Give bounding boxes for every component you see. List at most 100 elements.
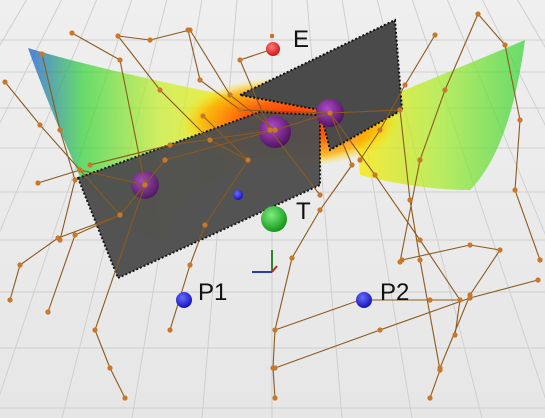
tether-joint — [237, 107, 243, 113]
tether-joint — [327, 110, 333, 116]
tether-line — [187, 29, 331, 114]
tether-joint — [452, 332, 458, 338]
tether-joint — [45, 309, 51, 315]
tether-joint — [272, 365, 278, 371]
tether-line — [401, 244, 501, 369]
tether-line — [274, 279, 539, 369]
tether-joint — [185, 27, 191, 33]
tether-joint — [427, 395, 433, 401]
tether-joint — [87, 162, 93, 168]
tether-joint — [407, 197, 413, 203]
tether-joint — [77, 167, 83, 173]
tether-joint — [417, 157, 423, 163]
tether-joint — [72, 232, 78, 238]
tether-joint — [167, 327, 173, 333]
wall-front — [76, 110, 321, 280]
tether-joint — [399, 257, 405, 263]
tether-joint — [57, 237, 63, 243]
tether-line — [239, 48, 321, 196]
axis-gizmo — [252, 250, 278, 273]
tether-joint — [245, 157, 251, 163]
tether-joint — [7, 297, 13, 303]
tether-joint — [122, 395, 128, 401]
tether-line — [41, 53, 76, 241]
tether-joint — [197, 77, 203, 83]
tether-joint — [432, 32, 438, 38]
tether-joint — [457, 297, 463, 303]
tether-joint — [157, 87, 163, 93]
tether-joint — [115, 33, 121, 39]
tether-joint — [17, 262, 23, 268]
tether-joint — [272, 327, 278, 333]
tether-joint — [427, 297, 433, 303]
tether-joint — [35, 180, 41, 186]
tether-line — [71, 32, 146, 399]
tether-joint — [317, 192, 323, 198]
tether-joint — [37, 122, 43, 128]
tether-joint — [537, 257, 543, 263]
tether-joint — [2, 79, 8, 85]
tether-joint — [372, 172, 378, 178]
tether-joint — [57, 127, 63, 133]
tether-joint — [417, 237, 423, 243]
wall-back — [236, 18, 404, 152]
tether-joint — [272, 127, 278, 133]
tether-joint — [417, 257, 423, 263]
marker-p2-blue-sphere[interactable] — [356, 292, 372, 308]
tether-joint — [202, 222, 208, 228]
tether-joint — [377, 127, 383, 133]
tether-joint — [467, 295, 473, 301]
marker-label-p2: P2 — [380, 279, 410, 306]
tether-joint — [92, 327, 98, 333]
marker-label-p1: P1 — [198, 279, 228, 306]
tether-joint — [147, 37, 153, 43]
tether-joint — [237, 57, 243, 63]
tether-joint — [187, 262, 193, 268]
small-blue-sphere — [233, 190, 243, 200]
tether-line — [274, 299, 460, 331]
tether-joint — [349, 162, 355, 168]
tether-joint — [272, 395, 278, 401]
tether-joints — [2, 11, 543, 401]
marker-t-green-sphere[interactable] — [261, 206, 287, 232]
tether-joint — [535, 277, 541, 283]
tether-joint — [475, 11, 481, 17]
tether-joint — [200, 113, 206, 119]
marker-label-t: T — [296, 198, 311, 225]
tether-joint — [72, 177, 78, 183]
tether-joint — [162, 157, 168, 163]
tether-joint — [497, 247, 503, 253]
tether-joint — [402, 82, 408, 88]
tether-joint — [267, 127, 273, 133]
tether-joint — [317, 207, 323, 213]
tether-joint — [357, 157, 363, 163]
tether-joint — [502, 42, 508, 48]
tether-joint — [117, 212, 123, 218]
tether-joint — [39, 51, 45, 57]
tether-line — [4, 81, 146, 186]
tether-line — [89, 112, 331, 166]
tether-line — [329, 109, 441, 399]
tether-joint — [442, 87, 448, 93]
marker-label-e: E — [293, 26, 310, 53]
tether-joint — [467, 242, 473, 248]
tether-joint — [397, 107, 403, 113]
tether-joint — [512, 187, 518, 193]
marker-e-red-sphere[interactable] — [266, 42, 280, 56]
tether-line — [399, 13, 479, 263]
tether-joint — [377, 327, 383, 333]
tether-line — [117, 35, 249, 161]
marker-p1-blue-sphere[interactable] — [176, 292, 192, 308]
heat-fan-left — [28, 48, 250, 248]
tether-joint — [107, 365, 113, 371]
tether-joint — [227, 92, 233, 98]
tether-joint — [167, 142, 173, 148]
tether-joint — [289, 255, 295, 261]
tether-joint — [142, 182, 148, 188]
tether-joint — [117, 57, 123, 63]
marker-e-stem — [270, 34, 274, 38]
tether-joint — [437, 365, 443, 371]
tether-joint — [207, 137, 213, 143]
